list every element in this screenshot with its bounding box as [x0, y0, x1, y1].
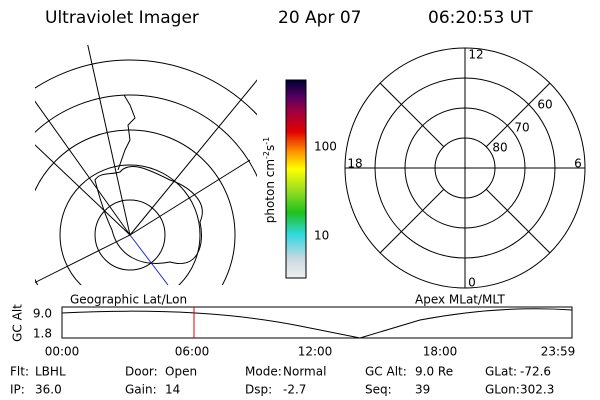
- status-value: 302.3: [520, 383, 554, 397]
- status-value: -72.6: [520, 365, 551, 379]
- lat-circle: [35, 94, 257, 178]
- label-part: -2: [262, 151, 271, 159]
- lat-circle: [94, 199, 166, 271]
- status-value: 39: [415, 383, 430, 397]
- label-part: photon cm: [263, 159, 277, 223]
- axis: [379, 188, 445, 254]
- title: Ultraviolet Imager: [45, 8, 199, 28]
- map-label: Geographic Lat/Lon: [70, 293, 187, 307]
- x-tick-label: 00:00: [45, 345, 80, 359]
- altitude-curve: [61, 308, 573, 339]
- status-label: Gain:: [125, 383, 157, 397]
- date: 20 Apr 07: [278, 8, 361, 28]
- coastline: [117, 94, 136, 171]
- status-label: Flt:: [10, 365, 29, 379]
- timeline-box: [61, 306, 573, 339]
- status-value: Open: [165, 365, 197, 379]
- meridian: [35, 144, 131, 236]
- y-tick-label: 1.8: [33, 327, 52, 341]
- status-label: Mode:: [245, 365, 282, 379]
- x-tick-label: 18:00: [423, 345, 458, 359]
- lat-label: 70: [514, 121, 529, 135]
- time: 06:20:53 UT: [428, 8, 533, 28]
- status-label: GC Alt:: [365, 365, 407, 379]
- mlt-label: 18: [347, 157, 362, 171]
- track: [129, 234, 169, 285]
- coastline: [94, 166, 203, 264]
- status-label: GLon:: [485, 383, 520, 397]
- x-tick-label: 12:00: [298, 345, 333, 359]
- colorbar-label: photon cm-2s-1: [262, 137, 277, 224]
- y-tick-label: 9.0: [33, 307, 52, 321]
- label-part: s: [263, 145, 277, 151]
- colorbar-tick: 10: [314, 229, 329, 243]
- lat-circle: [35, 129, 236, 285]
- axis: [485, 188, 551, 254]
- lat-label: 80: [492, 141, 507, 155]
- meridian: [35, 234, 131, 284]
- axis: [379, 82, 445, 148]
- lat-label: 60: [537, 98, 552, 112]
- meridian: [129, 79, 257, 236]
- status-value: 9.0 Re: [415, 365, 453, 379]
- mlt-label: 6: [574, 157, 582, 171]
- y-axis-label: GC Alt: [11, 304, 25, 342]
- status-label: Door:: [125, 365, 158, 379]
- status-label: GLat:: [485, 365, 517, 379]
- status-label: Dsp:: [245, 383, 272, 397]
- axis: [485, 82, 551, 148]
- lat-circle: [59, 164, 201, 285]
- status-value: LBHL: [35, 365, 66, 379]
- status-value: Normal: [283, 365, 326, 379]
- x-tick-label: 06:00: [175, 345, 210, 359]
- status-label: Seq:: [365, 383, 392, 397]
- status-label: IP:: [10, 383, 25, 397]
- status-value: -2.7: [283, 383, 306, 397]
- geographic-map: [35, 45, 257, 285]
- colorbar-tick: 100: [314, 140, 337, 154]
- meridian: [35, 100, 131, 236]
- mlt-label: 0: [468, 276, 476, 290]
- mlt-label: 12: [468, 48, 483, 62]
- map-label: Apex MLat/MLT: [415, 293, 505, 307]
- x-tick-label: 23:59: [541, 345, 576, 359]
- label-part: -1: [262, 137, 271, 145]
- lat-circle: [35, 59, 257, 116]
- status-value: 14: [165, 383, 180, 397]
- colorbar: [285, 79, 307, 279]
- meridian: [129, 159, 251, 236]
- meridian: [87, 45, 131, 236]
- status-value: 36.0: [35, 383, 62, 397]
